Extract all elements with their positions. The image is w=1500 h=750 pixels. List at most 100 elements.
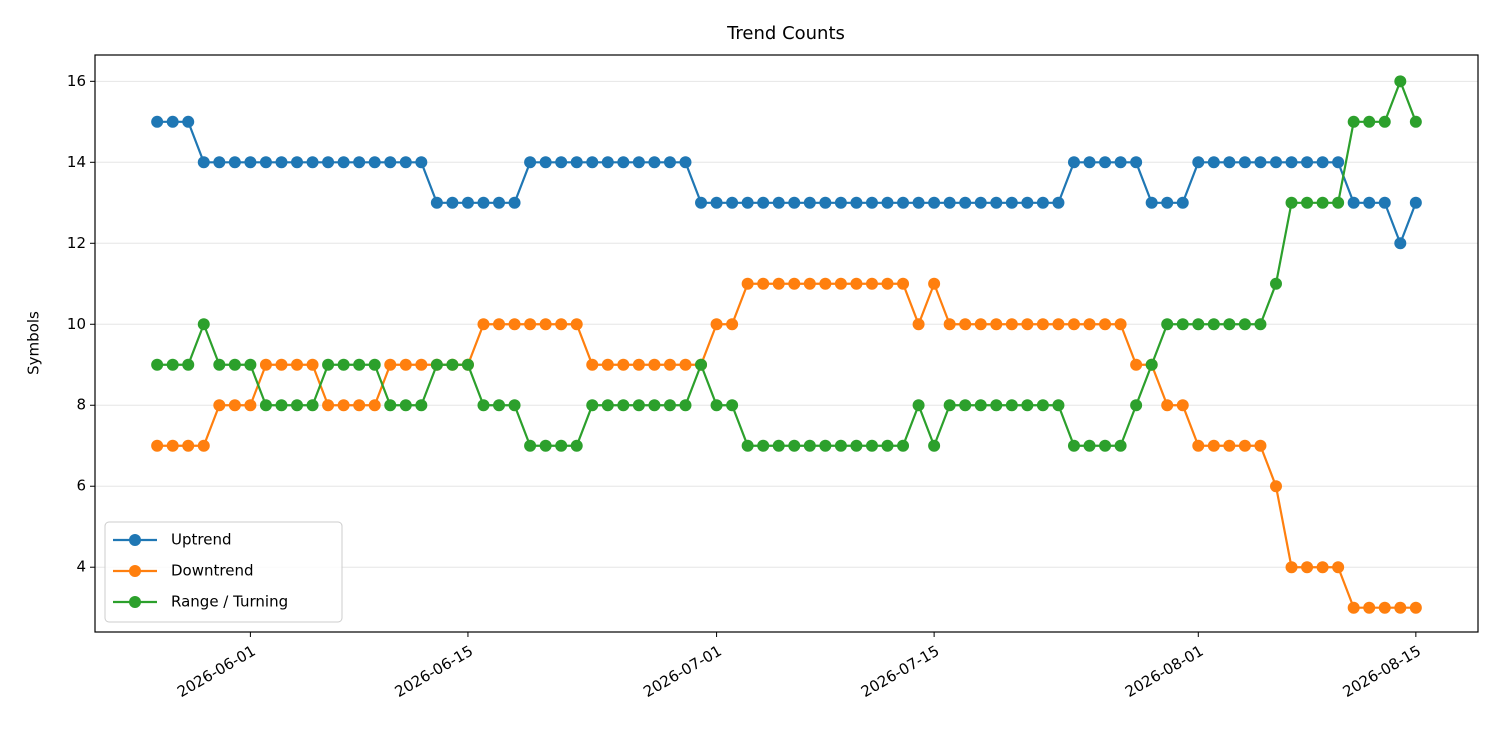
point (322, 358, 335, 371)
point (1021, 399, 1034, 412)
point (477, 399, 490, 412)
point (1332, 156, 1345, 169)
legend-marker (129, 565, 141, 577)
point (430, 196, 443, 209)
point (508, 318, 521, 331)
point (943, 399, 956, 412)
point (632, 358, 645, 371)
point (648, 358, 661, 371)
point (539, 156, 552, 169)
point (1207, 156, 1220, 169)
x-tick-label: 2026-08-15 (1340, 642, 1425, 701)
point (1394, 75, 1407, 88)
point (353, 358, 366, 371)
point (601, 358, 614, 371)
point (555, 439, 568, 452)
point (291, 399, 304, 412)
point (1161, 318, 1174, 331)
y-axis-label: Symbols (25, 311, 43, 375)
point (1269, 277, 1282, 290)
point (337, 358, 350, 371)
point (819, 439, 832, 452)
point (1254, 439, 1267, 452)
point (415, 399, 428, 412)
point (1099, 156, 1112, 169)
y-tick-label: 14 (67, 153, 86, 171)
point (244, 399, 257, 412)
point (803, 196, 816, 209)
point (648, 399, 661, 412)
point (912, 196, 925, 209)
point (1316, 156, 1329, 169)
point (1067, 318, 1080, 331)
point (1021, 318, 1034, 331)
point (1332, 561, 1345, 574)
point (1223, 318, 1236, 331)
point (1052, 399, 1065, 412)
point (695, 196, 708, 209)
series-line (157, 120, 1417, 247)
point (928, 196, 941, 209)
point (306, 358, 319, 371)
point (1238, 439, 1251, 452)
chart-title: Trend Counts (726, 23, 845, 44)
point (679, 156, 692, 169)
point (1285, 196, 1298, 209)
point (819, 277, 832, 290)
point (974, 196, 987, 209)
point (834, 196, 847, 209)
point (850, 277, 863, 290)
point (384, 399, 397, 412)
point (539, 318, 552, 331)
point (741, 439, 754, 452)
point (586, 156, 599, 169)
point (1378, 601, 1391, 614)
point (663, 358, 676, 371)
point (803, 277, 816, 290)
point (244, 156, 257, 169)
point (244, 358, 257, 371)
point (788, 277, 801, 290)
x-tick-label: 2026-08-01 (1122, 642, 1207, 701)
point (850, 196, 863, 209)
point (1083, 156, 1096, 169)
y-tick-label: 6 (76, 477, 86, 495)
point (384, 358, 397, 371)
point (399, 358, 412, 371)
point (259, 156, 272, 169)
point (384, 156, 397, 169)
point (757, 439, 770, 452)
point (772, 277, 785, 290)
point (228, 156, 241, 169)
point (648, 156, 661, 169)
point (306, 399, 319, 412)
point (570, 318, 583, 331)
point (974, 399, 987, 412)
legend-marker (129, 534, 141, 546)
y-tick-label: 8 (76, 396, 86, 414)
point (1394, 237, 1407, 250)
point (1409, 196, 1422, 209)
legend-box (104, 521, 343, 623)
point (291, 358, 304, 371)
point (275, 399, 288, 412)
point (865, 277, 878, 290)
y-tick-label: 10 (67, 315, 86, 333)
point (881, 277, 894, 290)
point (601, 399, 614, 412)
point (291, 156, 304, 169)
point (151, 358, 164, 371)
point (1192, 439, 1205, 452)
point (1301, 156, 1314, 169)
point (1409, 601, 1422, 614)
point (1394, 601, 1407, 614)
point (757, 277, 770, 290)
legend: Uptrend Downtrend Range / Turning (104, 521, 343, 623)
point (1114, 156, 1127, 169)
point (524, 439, 537, 452)
point (337, 399, 350, 412)
point (213, 399, 226, 412)
point (555, 318, 568, 331)
point (1363, 115, 1376, 128)
point (663, 399, 676, 412)
